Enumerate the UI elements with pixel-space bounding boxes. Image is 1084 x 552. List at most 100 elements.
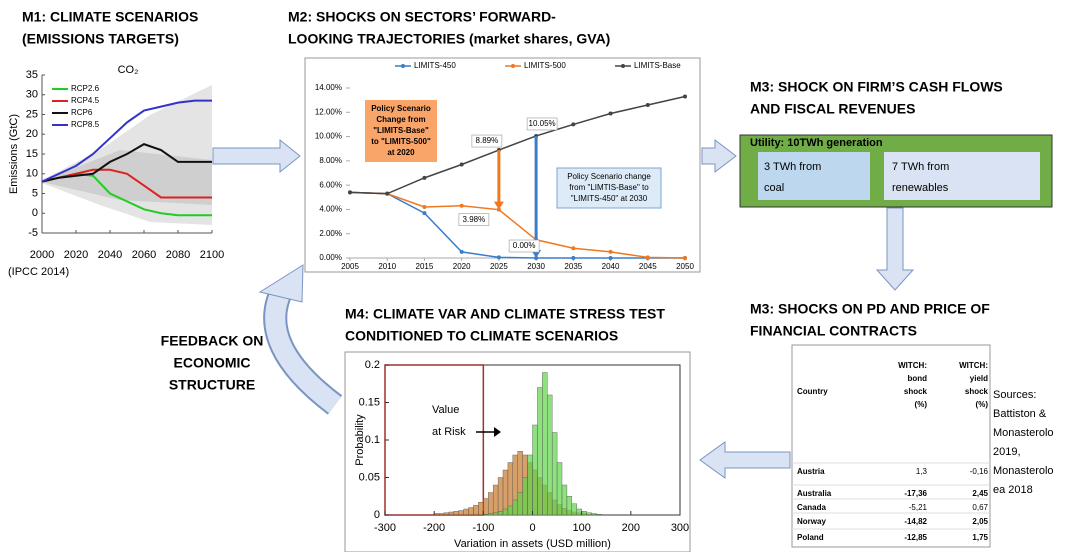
policy-text: at 2020 bbox=[387, 148, 415, 157]
header-cell: (%) bbox=[915, 400, 928, 409]
cell: -14,82 bbox=[904, 517, 927, 526]
renew-box bbox=[884, 152, 1040, 200]
title: (EMISSIONS TARGETS) bbox=[22, 31, 179, 47]
legend-label: RCP4.5 bbox=[71, 96, 100, 105]
header-cell: yield bbox=[970, 374, 988, 383]
box-title: Utility: 10TWh generation bbox=[750, 137, 883, 149]
point bbox=[496, 255, 501, 260]
feedback-text: STRUCTURE bbox=[169, 377, 255, 393]
x-tick-label: 2005 bbox=[341, 262, 359, 271]
title: FINANCIAL CONTRACTS bbox=[750, 323, 917, 339]
x-tick-label: 200 bbox=[622, 522, 640, 534]
x-tick-label: -100 bbox=[472, 522, 494, 534]
cell: Australia bbox=[797, 489, 832, 498]
sources: Battiston & bbox=[993, 408, 1047, 420]
legend-dot bbox=[511, 64, 515, 68]
title: M1: CLIMATE SCENARIOS bbox=[22, 9, 198, 25]
box-text: renewables bbox=[892, 182, 949, 194]
bar bbox=[502, 508, 509, 516]
bar bbox=[468, 507, 474, 516]
cell: -12,85 bbox=[904, 533, 927, 542]
bar bbox=[492, 484, 499, 516]
y-tick-label: 4.00% bbox=[319, 205, 342, 214]
arrow bbox=[701, 138, 737, 174]
cell: 0,67 bbox=[972, 503, 988, 512]
bar bbox=[433, 513, 440, 516]
sources: ea 2018 bbox=[993, 484, 1033, 496]
point bbox=[645, 255, 650, 260]
cell: 2,05 bbox=[972, 517, 988, 526]
header-cell: shock bbox=[965, 387, 989, 396]
bar bbox=[576, 508, 582, 516]
annotation: 10.05% bbox=[529, 119, 556, 128]
cell: -5,21 bbox=[909, 503, 928, 512]
y-tick-label: 10.00% bbox=[315, 132, 342, 141]
cell: Austria bbox=[797, 467, 825, 476]
bar bbox=[517, 492, 523, 516]
x-tick-label: 2080 bbox=[166, 249, 190, 261]
point bbox=[571, 246, 576, 251]
y-tick-label: 35 bbox=[26, 69, 38, 81]
x-tick-label: 0 bbox=[529, 522, 535, 534]
title: CONDITIONED TO CLIMATE SCENARIOS bbox=[345, 328, 618, 344]
policy-text: to "LIMITS-500" bbox=[371, 137, 431, 146]
point bbox=[608, 249, 613, 254]
bar bbox=[532, 424, 538, 516]
bar bbox=[463, 508, 469, 516]
title: LOOKING TRAJECTORIES (market shares, GVA… bbox=[288, 31, 610, 47]
source: (IPCC 2014) bbox=[8, 266, 69, 278]
x-tick-label: 2025 bbox=[490, 262, 508, 271]
box-text: coal bbox=[764, 182, 784, 194]
y-tick-label: 8.00% bbox=[319, 156, 342, 165]
point bbox=[608, 256, 613, 260]
bar bbox=[581, 511, 587, 516]
y-label: Probability bbox=[354, 414, 366, 466]
x-tick-label: 2045 bbox=[639, 262, 657, 271]
bar bbox=[547, 394, 553, 516]
legend-label: RCP2.6 bbox=[71, 84, 100, 93]
cell: -17,36 bbox=[904, 489, 927, 498]
y-tick-label: 20 bbox=[26, 128, 38, 140]
legend-label: LIMITS-500 bbox=[524, 61, 566, 70]
feedback-text: FEEDBACK ON bbox=[161, 333, 264, 349]
x-tick-label: 2060 bbox=[132, 249, 156, 261]
title: M2: SHOCKS ON SECTORS’ FORWARD- bbox=[288, 9, 556, 25]
policy-box bbox=[556, 167, 662, 209]
policy-text: "LIMITS-Base" bbox=[373, 126, 429, 135]
point bbox=[459, 203, 464, 208]
bar bbox=[566, 496, 573, 516]
cell: Canada bbox=[797, 503, 826, 512]
policy-text: Policy Scenario bbox=[371, 104, 431, 113]
bar bbox=[458, 510, 464, 516]
legend-label: RCP6 bbox=[71, 108, 93, 117]
y-label: Emissions (GtC) bbox=[8, 114, 20, 194]
y-tick-label: 25 bbox=[26, 108, 38, 120]
x-tick-label: 2040 bbox=[98, 249, 122, 261]
point bbox=[683, 94, 687, 99]
y-tick-label: 5 bbox=[32, 187, 38, 199]
bar bbox=[492, 512, 499, 516]
y-tick-label: 12.00% bbox=[315, 107, 342, 116]
x-tick-label: 2040 bbox=[602, 262, 620, 271]
arrow bbox=[212, 138, 301, 174]
bar bbox=[497, 511, 504, 516]
point bbox=[571, 256, 576, 260]
policy-text: "LIMITS-450" at 2030 bbox=[571, 194, 648, 203]
m2-frame bbox=[304, 57, 701, 273]
legend-label: RCP8.5 bbox=[71, 120, 100, 129]
legend-dot bbox=[401, 64, 405, 68]
line bbox=[41, 168, 212, 199]
annotation-arrow-head bbox=[494, 427, 501, 437]
bar bbox=[596, 514, 602, 516]
bar bbox=[556, 462, 563, 516]
sources: Sources: bbox=[993, 389, 1036, 401]
bar bbox=[443, 512, 450, 516]
point bbox=[459, 162, 464, 167]
annotation-box bbox=[508, 239, 540, 253]
bar bbox=[473, 505, 479, 516]
policy-box bbox=[365, 100, 437, 162]
point bbox=[385, 191, 390, 196]
bar bbox=[483, 498, 489, 516]
y-tick-label: 30 bbox=[26, 89, 38, 101]
